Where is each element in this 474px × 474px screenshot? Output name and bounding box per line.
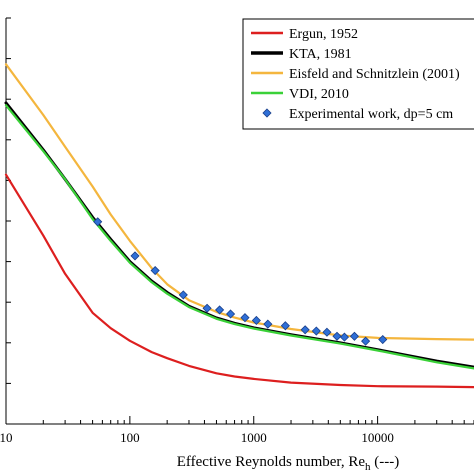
- experimental-point: [93, 217, 103, 227]
- legend-entry: KTA, 1981: [289, 47, 352, 62]
- experimental-point: [378, 334, 388, 345]
- experimental-point: [332, 331, 342, 341]
- experimental-point: [263, 319, 273, 329]
- legend: Ergun, 1952 KTA, 1981 Eisfeld and Schnitzl…: [242, 18, 474, 130]
- x-tick-label: 10: [0, 430, 13, 445]
- series-line: [4, 173, 474, 389]
- x-axis-ticks: 10 100 1000 10000: [0, 416, 474, 445]
- x-axis-label: Effective Reynolds number, Reh (---): [177, 454, 399, 473]
- x-tick-label: 100: [120, 430, 140, 445]
- experimental-point: [349, 331, 360, 341]
- series-layer: [4, 63, 474, 389]
- experimental-point: [361, 336, 371, 346]
- experimental-point: [215, 305, 225, 315]
- experimental-point: [240, 313, 250, 323]
- experimental-point: [178, 290, 188, 300]
- experimental-point: [150, 265, 160, 276]
- legend-entry: Ergun, 1952: [289, 27, 358, 42]
- experimental-point: [339, 332, 350, 342]
- legend-entry: Experimental work, dp=5 cm: [289, 107, 453, 122]
- series-line: [4, 101, 474, 369]
- experimental-point: [280, 321, 290, 331]
- legend-swatch: [262, 108, 272, 118]
- experimental-point: [202, 303, 212, 313]
- experimental-point: [130, 251, 140, 261]
- series-line: [4, 104, 474, 370]
- plot-area: [5, 17, 474, 425]
- experimental-point: [251, 315, 261, 326]
- experimental-point: [226, 309, 236, 319]
- x-tick-label: 10000: [361, 430, 394, 445]
- x-tick-label: 1000: [241, 430, 267, 445]
- experimental-point: [311, 326, 321, 336]
- legend-entry: Eisfeld and Schnitzlein (2001): [289, 67, 460, 82]
- legend-entry: VDI, 2010: [289, 87, 349, 102]
- experimental-point: [300, 325, 310, 335]
- experimental-point: [322, 327, 332, 337]
